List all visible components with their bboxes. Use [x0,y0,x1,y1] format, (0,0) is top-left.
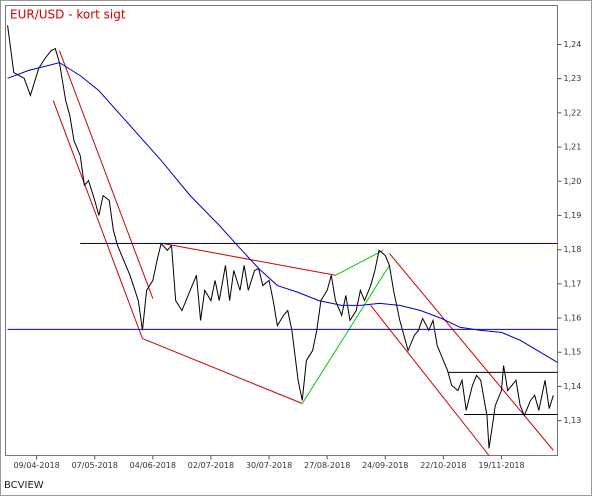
y-tick-label: 1,18 [564,245,582,254]
y-tick-label: 1,21 [564,143,582,152]
x-tick-label: 22/10-2018 [420,461,466,470]
trendline [301,265,390,404]
x-tick-label: 07/05-2018 [72,461,118,470]
plot-area [5,5,558,456]
trendline [142,338,303,404]
price-line [7,62,558,363]
y-tick-label: 1,17 [564,279,582,288]
y-tick-label: 1,20 [564,177,582,186]
y-tick-label: 1,19 [564,211,582,220]
trendline [335,249,384,276]
y-tick-label: 1,15 [564,348,582,357]
y-tick-label: 1,13 [564,416,582,425]
y-tick-label: 1,23 [564,74,582,83]
x-tick-label: 27/08-2018 [304,461,350,470]
y-tick-label: 1,14 [564,382,582,391]
y-tick-label: 1,16 [564,314,582,323]
y-tick-label: 1,24 [564,40,582,49]
trendline [52,100,143,339]
trendline [370,305,490,456]
trendline [58,50,154,299]
x-tick-label: 04/06-2018 [130,461,176,470]
price-line [7,25,554,449]
y-tick-label: 1,22 [564,108,582,117]
source-label: BCVIEW [4,480,44,491]
x-tick-label: 19/11-2018 [478,461,524,470]
trendline [389,253,554,451]
x-tick-label: 09/04-2018 [13,461,59,470]
x-tick-label: 30/07-2018 [246,461,292,470]
x-tick-label: 24/09-2018 [362,461,408,470]
trendline [163,243,336,276]
x-tick-label: 02/07-2018 [188,461,234,470]
chart-title: EUR/USD - kort sigt [10,8,126,22]
